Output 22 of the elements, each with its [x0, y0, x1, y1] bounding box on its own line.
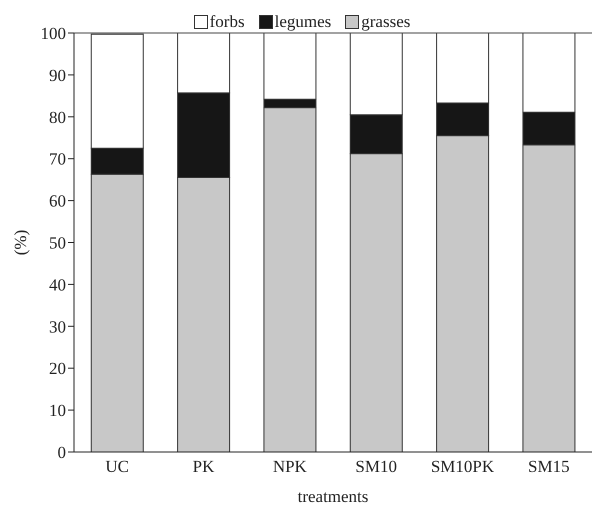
y-tick-label: 90: [49, 66, 66, 85]
y-tick-label: 40: [49, 275, 66, 294]
legend-label: grasses: [360, 12, 410, 32]
y-tick-label: 80: [49, 108, 66, 127]
x-tick-label: SM10: [355, 457, 397, 476]
y-axis-title: (%): [11, 230, 30, 256]
x-axis-title: treatments: [298, 487, 368, 506]
x-tick-label: NPK: [272, 457, 308, 476]
legend-label: forbs: [208, 12, 245, 32]
x-tick-label: SM15: [528, 457, 570, 476]
y-tick-label: 100: [40, 24, 66, 44]
legend-label: legumes: [274, 12, 332, 32]
y-tick-label: 70: [49, 150, 66, 169]
x-tick-label: SM10PK: [430, 457, 495, 476]
y-tick-label: 10: [49, 401, 66, 420]
y-tick-label: 30: [49, 317, 66, 336]
y-tick-label: 0: [58, 443, 66, 462]
y-tick-label: 60: [49, 192, 66, 211]
y-tick-label: 50: [49, 234, 66, 253]
x-tick-label: PK: [192, 457, 216, 476]
x-tick-label: UC: [105, 457, 129, 476]
y-tick-label: 20: [49, 359, 66, 378]
